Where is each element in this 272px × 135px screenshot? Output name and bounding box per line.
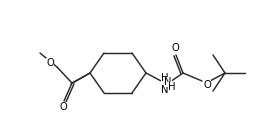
Text: O: O xyxy=(46,58,54,68)
Text: O: O xyxy=(171,43,179,53)
Text: N: N xyxy=(164,77,172,87)
Text: H
N: H N xyxy=(161,73,169,95)
Text: O: O xyxy=(203,80,211,90)
Text: O: O xyxy=(59,102,67,112)
Text: H: H xyxy=(168,82,175,92)
